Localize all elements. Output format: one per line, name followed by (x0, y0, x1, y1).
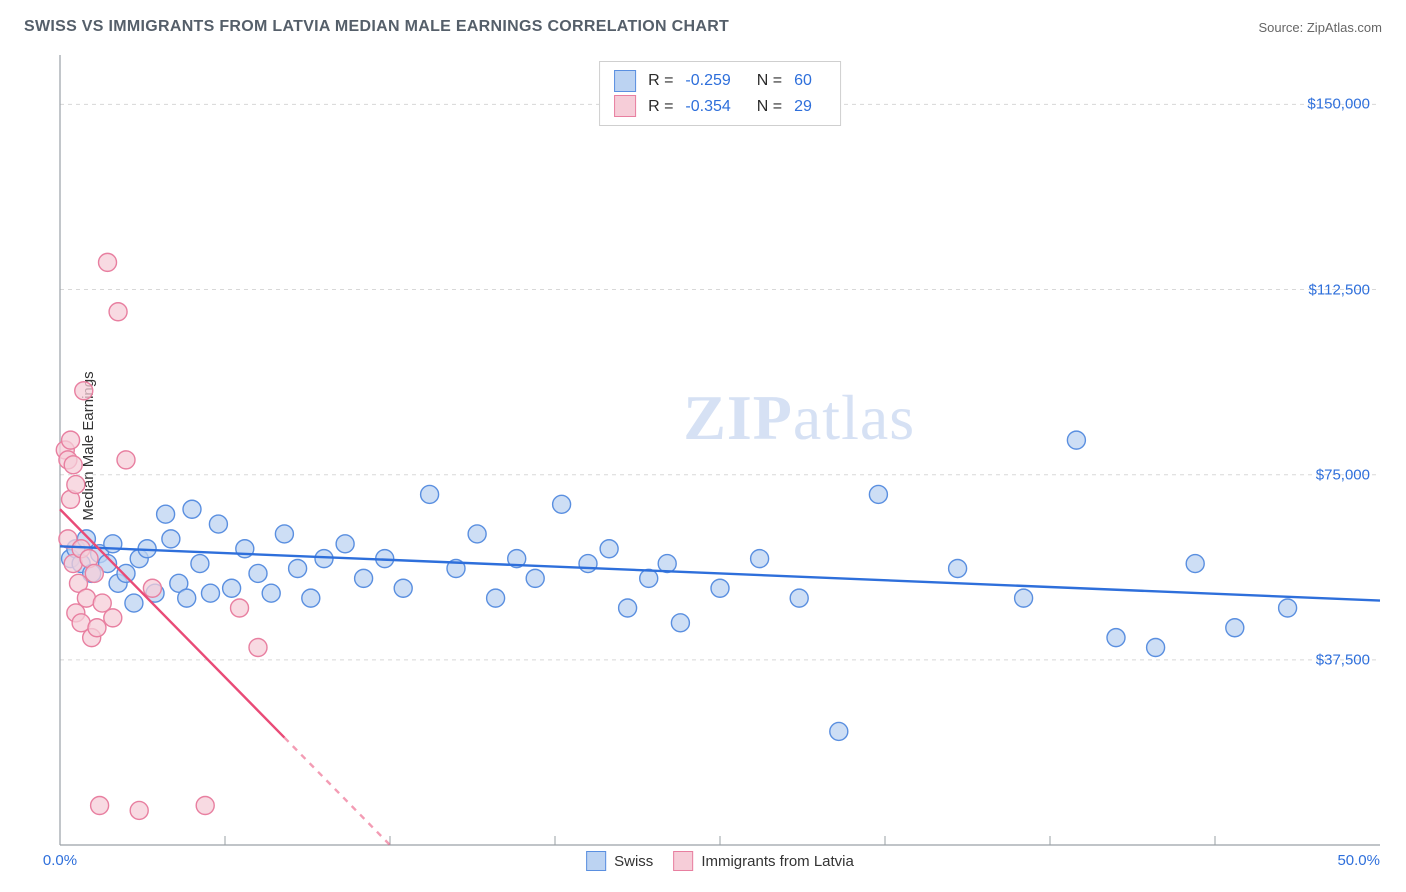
data-point (130, 801, 148, 819)
data-point (125, 594, 143, 612)
source-prefix: Source: (1258, 20, 1306, 35)
data-point (99, 253, 117, 271)
data-point (64, 456, 82, 474)
data-point (751, 550, 769, 568)
data-point (191, 555, 209, 573)
watermark-atlas: atlas (793, 382, 915, 453)
r-label: R = (648, 94, 673, 120)
legend-label: Swiss (614, 853, 653, 870)
data-point (619, 599, 637, 617)
data-point (209, 515, 227, 533)
data-point (91, 797, 109, 815)
data-point (869, 485, 887, 503)
data-point (487, 589, 505, 607)
legend-item: Swiss (586, 851, 653, 871)
chart-plot-area: ZIPatlas R =-0.259N =60R =-0.354N =29 Sw… (60, 55, 1380, 845)
data-point (526, 569, 544, 587)
data-point (223, 579, 241, 597)
data-point (162, 530, 180, 548)
data-point (183, 500, 201, 518)
legend-label: Immigrants from Latvia (701, 853, 854, 870)
y-tick-label: $150,000 (1307, 96, 1370, 113)
data-point (640, 569, 658, 587)
data-point (275, 525, 293, 543)
data-point (104, 535, 122, 553)
data-point (196, 797, 214, 815)
series-legend: Swiss Immigrants from Latvia (586, 851, 854, 871)
legend-row: R = -0.354 N = 29 (614, 94, 826, 120)
data-point (201, 584, 219, 602)
data-point (143, 579, 161, 597)
n-label: N = (757, 68, 782, 94)
legend-swatch (614, 70, 636, 92)
data-point (117, 564, 135, 582)
r-label: R = (648, 68, 673, 94)
data-point (553, 495, 571, 513)
y-tick-label: $112,500 (1309, 281, 1370, 298)
data-point (302, 589, 320, 607)
x-tick-label: 50.0% (1337, 852, 1380, 869)
data-point (711, 579, 729, 597)
data-point (394, 579, 412, 597)
data-point (671, 614, 689, 632)
data-point (88, 619, 106, 637)
data-point (1147, 639, 1165, 657)
data-point (355, 569, 373, 587)
data-point (336, 535, 354, 553)
data-point (75, 382, 93, 400)
trend-line-dashed (284, 738, 390, 845)
data-point (249, 639, 267, 657)
data-point (830, 722, 848, 740)
data-point (1279, 599, 1297, 617)
data-point (104, 609, 122, 627)
data-point (1067, 431, 1085, 449)
legend-item: Immigrants from Latvia (673, 851, 854, 871)
data-point (421, 485, 439, 503)
data-point (1107, 629, 1125, 647)
watermark-zip: ZIP (683, 382, 793, 453)
source-value: ZipAtlas.com (1307, 20, 1382, 35)
data-point (109, 303, 127, 321)
data-point (262, 584, 280, 602)
data-point (85, 564, 103, 582)
data-point (315, 550, 333, 568)
data-point (1015, 589, 1033, 607)
data-point (249, 564, 267, 582)
x-tick-label: 0.0% (43, 852, 77, 869)
n-value: 29 (794, 94, 812, 120)
data-point (1186, 555, 1204, 573)
data-point (117, 451, 135, 469)
r-value: -0.259 (685, 68, 730, 94)
n-label: N = (757, 94, 782, 120)
correlation-legend: R = -0.259 N = 60 R = -0.354 N = 29 (599, 61, 841, 126)
source-attribution: Source: ZipAtlas.com (1258, 20, 1382, 35)
data-point (600, 540, 618, 558)
legend-row: R = -0.259 N = 60 (614, 68, 826, 94)
data-point (67, 476, 85, 494)
chart-title: SWISS VS IMMIGRANTS FROM LATVIA MEDIAN M… (24, 18, 729, 36)
data-point (289, 560, 307, 578)
legend-swatch (673, 851, 693, 871)
data-point (1226, 619, 1244, 637)
data-point (468, 525, 486, 543)
data-point (949, 560, 967, 578)
n-value: 60 (794, 68, 812, 94)
watermark: ZIPatlas (683, 381, 915, 455)
legend-swatch (614, 95, 636, 117)
y-tick-label: $75,000 (1316, 466, 1370, 483)
data-point (579, 555, 597, 573)
data-point (790, 589, 808, 607)
data-point (62, 431, 80, 449)
legend-swatch (586, 851, 606, 871)
data-point (178, 589, 196, 607)
data-point (157, 505, 175, 523)
data-point (231, 599, 249, 617)
y-tick-label: $37,500 (1316, 651, 1370, 668)
r-value: -0.354 (685, 94, 730, 120)
